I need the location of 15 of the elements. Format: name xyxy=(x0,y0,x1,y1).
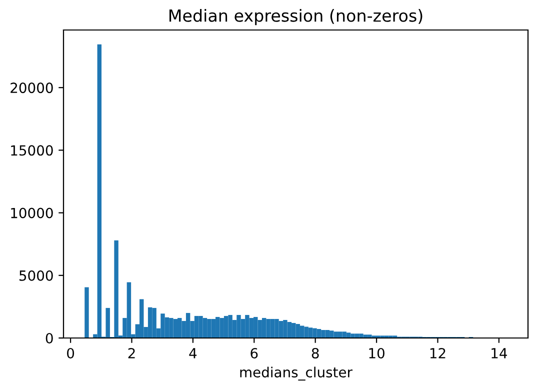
chart-title: Median expression (non-zeros) xyxy=(169,9,422,26)
x-tick-label: 2 xyxy=(128,348,135,358)
x-tick-label: 10 xyxy=(369,348,384,358)
y-tick-label: 5000 xyxy=(20,270,53,281)
y-tick-label: 20000 xyxy=(10,82,53,94)
x-axis-title: medians_cluster xyxy=(240,366,352,381)
y-tick-label: 10000 xyxy=(11,208,53,218)
y-tick-label: 15000 xyxy=(11,145,53,156)
x-tick-label: 8 xyxy=(312,348,319,358)
x-tick-label: 6 xyxy=(250,348,258,358)
x-tick-label: 14 xyxy=(492,348,507,358)
x-tick-label: 4 xyxy=(189,348,197,358)
x-tick-label: 0 xyxy=(67,348,74,358)
x-tick-label: 12 xyxy=(430,348,446,358)
y-tick-label: 0 xyxy=(46,332,53,344)
